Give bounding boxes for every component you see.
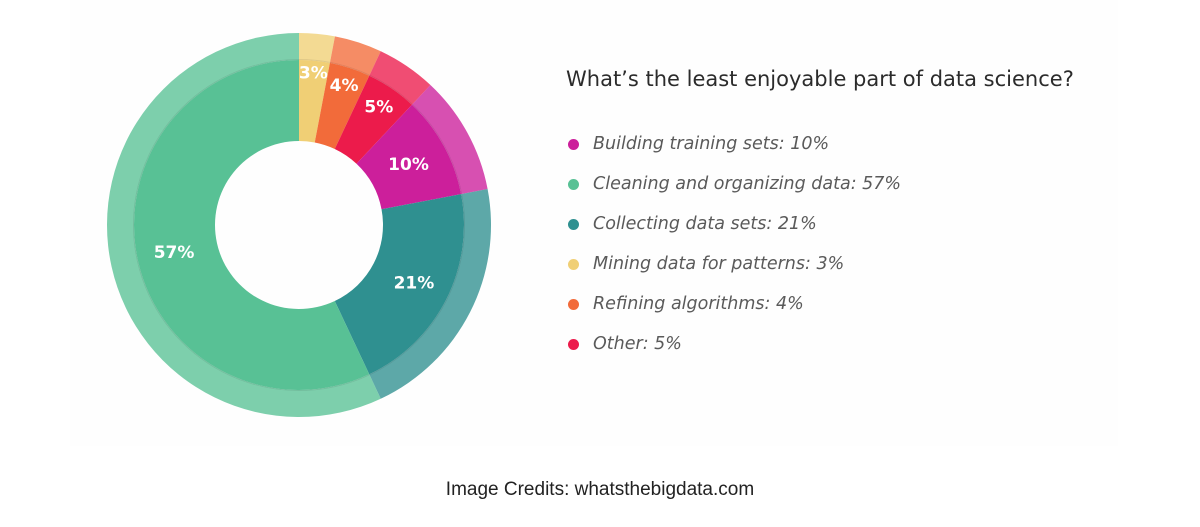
legend-swatch-collecting-data-sets	[568, 218, 579, 230]
legend-item-mining-data-for-patterns: Mining data for patterns: 3%	[568, 244, 901, 284]
legend-label-cleaning-and-organizing-data: Cleaning and organizing data: 57%	[593, 174, 902, 194]
slice-labels: 3%4%5% 10% 21% 57%	[154, 64, 435, 294]
legend-swatch-refining-algorithms	[568, 298, 579, 310]
legend-item-collecting-data-sets: Collecting data sets: 21%	[568, 204, 901, 244]
slice-other	[334, 75, 412, 164]
legend-label-mining-data-for-patterns: Mining data for patterns: 3%	[593, 254, 845, 274]
image-credits: Image Credits: whatsthebigdata.com	[445, 479, 755, 500]
legend-label-refining-algorithms: Refining algorithms: 4%	[593, 294, 804, 314]
outer-slice-other	[369, 51, 431, 105]
inner-ring	[133, 60, 464, 390]
slice-label-collecting-data-sets: 21%	[394, 274, 435, 294]
legend-item-cleaning-and-organizing-data: Cleaning and organizing data: 57%	[568, 164, 901, 204]
slice-label-mining-data-for-patterns: 3%	[299, 64, 328, 84]
legend-item-refining-algorithms: Refining algorithms: 4%	[568, 284, 901, 324]
legend-swatch-building-training-sets	[568, 138, 579, 150]
legend-swatch-mining-data-for-patterns	[568, 258, 579, 270]
legend-item-building-training-sets: Building training sets: 10%	[568, 124, 901, 164]
outer-slice-collecting-data-sets	[369, 189, 491, 399]
legend-label-collecting-data-sets: Collecting data sets: 21%	[593, 214, 817, 234]
legend-item-other: Other: 5%	[568, 324, 901, 364]
chart-title: What’s the least enjoyable part of data …	[566, 67, 1074, 91]
outer-slice-mining-data-for-patterns	[299, 33, 335, 63]
legend-label-other: Other: 5%	[593, 334, 682, 354]
outer-slice-building-training-sets	[411, 85, 488, 195]
legend-swatch-cleaning-and-organizing-data	[568, 178, 579, 190]
slice-label-building-training-sets: 10%	[388, 155, 429, 175]
slice-label-cleaning-and-organizing-data: 57%	[154, 243, 195, 263]
slice-collecting-data-sets	[334, 194, 464, 375]
slice-mining-data-for-patterns	[299, 60, 330, 143]
slice-label-refining-algorithms: 4%	[330, 76, 359, 96]
slice-building-training-sets	[356, 104, 462, 210]
legend: Building training sets: 10% Cleaning and …	[568, 124, 901, 364]
legend-swatch-other	[568, 338, 579, 350]
legend-label-building-training-sets: Building training sets: 10%	[593, 134, 830, 154]
slice-cleaning-and-organizing-data	[133, 60, 370, 390]
outer-slice-refining-algorithms	[329, 36, 381, 76]
slice-refining-algorithms	[314, 62, 370, 149]
slice-label-other: 5%	[364, 98, 393, 118]
